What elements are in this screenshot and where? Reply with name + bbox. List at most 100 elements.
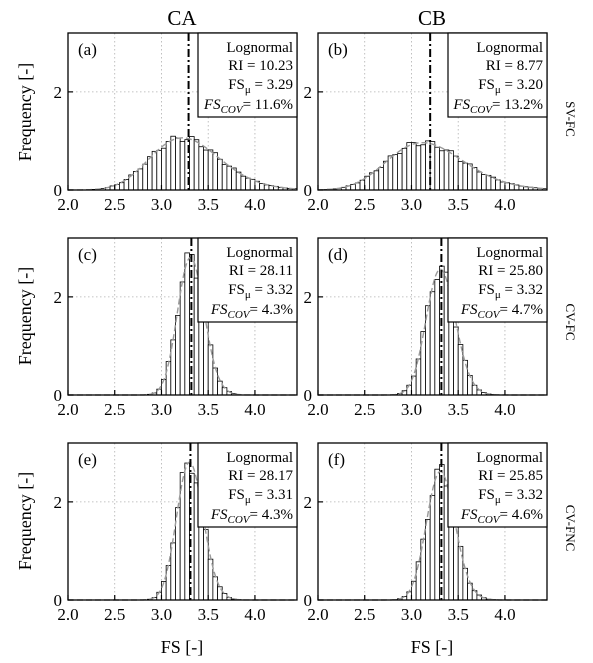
x-tick-label: 3.0 xyxy=(151,195,172,214)
x-tick-label: 3.0 xyxy=(401,605,422,624)
histogram-bar xyxy=(359,179,366,191)
y-tick-label: 2 xyxy=(54,83,63,102)
histogram-bar xyxy=(170,135,176,191)
histogram-bar xyxy=(411,142,417,191)
stats-cov: FSCOV= 11.6% xyxy=(203,97,293,116)
histogram-bar xyxy=(207,149,214,191)
histogram-bar xyxy=(439,464,445,601)
stats-mean: FSμ = 3.32 xyxy=(478,282,543,301)
x-tick-label: 4.0 xyxy=(494,400,515,419)
y-tick-label: 2 xyxy=(54,493,63,512)
histogram-bar xyxy=(495,179,501,191)
stats-ri: RI = 25.85 xyxy=(478,468,543,484)
x-tick-label: 2.0 xyxy=(57,195,78,214)
panel-label: (d) xyxy=(328,245,348,264)
x-tick-label: 2.0 xyxy=(307,195,328,214)
x-tick-label: 3.5 xyxy=(198,605,219,624)
stats-dist-name: Lognormal xyxy=(476,40,543,56)
panel-label: (e) xyxy=(78,450,97,469)
x-tick-label: 2.0 xyxy=(57,605,78,624)
histogram-bar xyxy=(189,136,195,191)
stats-mean: FSμ = 3.32 xyxy=(228,282,293,301)
column-title-cb: CB xyxy=(418,6,446,30)
stats-box xyxy=(447,442,548,528)
histogram-bar xyxy=(179,281,186,396)
histogram-bar xyxy=(151,150,158,191)
histogram-bar xyxy=(443,149,450,191)
histogram-bar xyxy=(387,155,394,191)
histogram-bar xyxy=(142,163,148,191)
x-tick-label: 2.5 xyxy=(104,400,125,419)
y-tick-label: 0 xyxy=(304,386,313,405)
histogram-bar xyxy=(434,146,440,191)
histogram-bar xyxy=(179,140,186,191)
histogram-bar xyxy=(245,177,251,191)
stats-cov: FSCOV= 4.3% xyxy=(210,302,293,321)
histogram-bar xyxy=(392,154,398,191)
stats-ri: RI = 10.23 xyxy=(228,58,293,74)
panel-label: (a) xyxy=(78,40,97,59)
x-tick-label: 4.0 xyxy=(494,605,515,624)
histogram-bar xyxy=(462,162,468,191)
histogram-bar xyxy=(471,167,478,191)
histogram-bar xyxy=(434,468,440,601)
stats-mean: FSμ = 3.29 xyxy=(228,77,293,96)
x-tick-label: 2.0 xyxy=(307,605,328,624)
x-tick-label: 3.5 xyxy=(448,400,469,419)
histogram-bar xyxy=(156,149,162,191)
histogram-bar xyxy=(161,379,167,396)
histogram-bar xyxy=(212,576,218,601)
x-tick-label: 3.0 xyxy=(401,195,422,214)
x-tick-label: 3.5 xyxy=(198,400,219,419)
ylabel-row-3: Frequency [-] xyxy=(15,472,35,570)
stats-cov: FSCOV= 4.7% xyxy=(460,302,543,321)
x-tick-label: 2.5 xyxy=(354,195,375,214)
histogram-bar xyxy=(212,152,218,191)
stats-ri: RI = 8.77 xyxy=(486,58,544,74)
histogram-bar xyxy=(453,326,459,396)
row-label-cv-fnc: CV-FNC xyxy=(563,505,578,551)
y-tick-label: 2 xyxy=(304,288,313,307)
stats-cov: FSCOV= 13.2% xyxy=(452,97,543,116)
histogram-bar xyxy=(137,168,144,191)
ylabel-row-2: Frequency [-] xyxy=(15,267,35,365)
ylabel-row-1: Frequency [-] xyxy=(15,63,35,161)
stats-ri: RI = 28.17 xyxy=(228,468,293,484)
y-tick-label: 2 xyxy=(304,493,313,512)
histogram-bar xyxy=(184,252,190,396)
x-tick-label: 3.0 xyxy=(151,605,172,624)
stats-box xyxy=(197,442,298,528)
stats-dist-name: Lognormal xyxy=(226,450,293,466)
y-tick-label: 2 xyxy=(304,83,313,102)
histogram-bar xyxy=(175,315,181,396)
histogram-bar xyxy=(471,384,478,396)
x-tick-label: 3.5 xyxy=(448,195,469,214)
x-tick-label: 3.0 xyxy=(401,400,422,419)
panel-label: (c) xyxy=(78,245,97,264)
histogram-bar xyxy=(198,146,204,191)
stats-cov: FSCOV= 4.3% xyxy=(210,507,293,526)
y-tick-label: 0 xyxy=(54,386,63,405)
histogram-bar xyxy=(397,153,403,191)
panel-d: 2.0 2.5 3.0 3.5 4.0 0 2 (d) Lognormal RI = 25.80 F… xyxy=(304,237,548,419)
histogram-bar xyxy=(203,318,209,396)
histogram-bar xyxy=(354,182,361,191)
stats-box xyxy=(447,32,548,118)
histogram-bar xyxy=(378,167,384,191)
y-tick-label: 0 xyxy=(54,591,63,610)
histogram-bar xyxy=(448,150,454,191)
stats-box xyxy=(197,237,298,323)
x-tick-label: 2.5 xyxy=(354,605,375,624)
row-label-cv-fc: CV-FC xyxy=(563,303,578,340)
stats-dist-name: Lognormal xyxy=(226,40,293,56)
histogram-bar xyxy=(147,156,153,191)
stats-dist-name: Lognormal xyxy=(476,245,543,261)
histogram-bar xyxy=(429,291,436,396)
histogram-bar xyxy=(513,184,520,191)
y-tick-label: 0 xyxy=(304,591,313,610)
histogram-bar xyxy=(217,380,223,396)
stats-ri: RI = 28.11 xyxy=(229,263,293,279)
histogram-bar xyxy=(420,144,426,191)
histogram-bar xyxy=(439,150,445,191)
histogram-bar xyxy=(226,165,232,191)
